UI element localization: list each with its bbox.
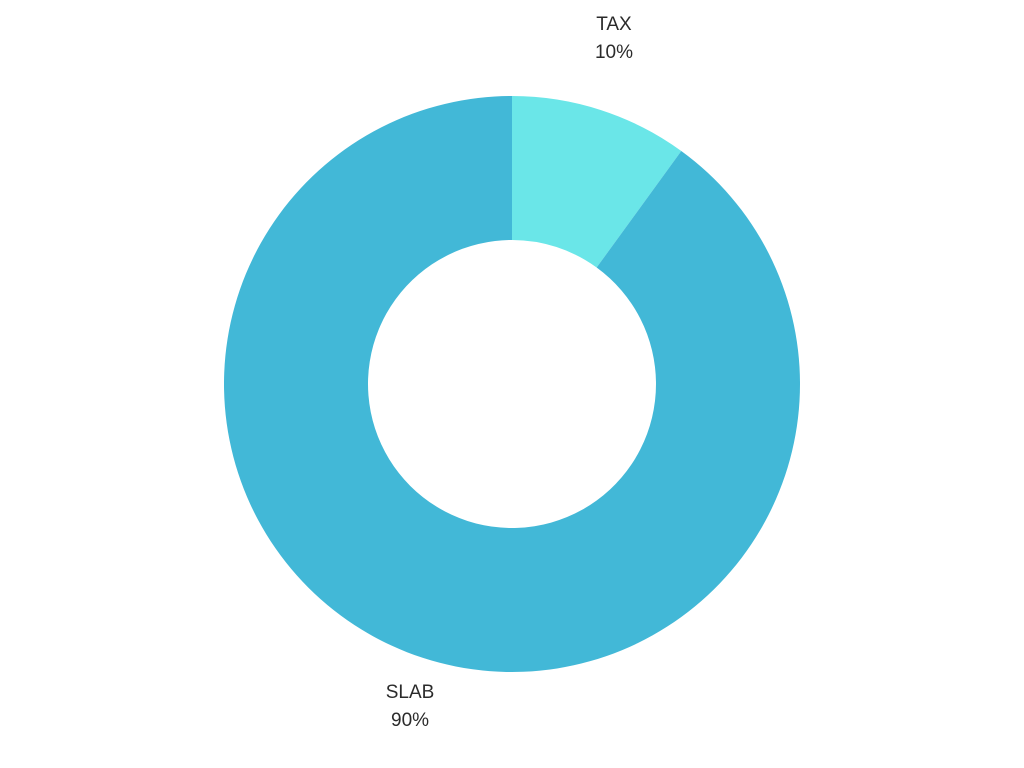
slice-slab <box>224 96 801 672</box>
labels-group: TAX 10% SLAB 90% <box>386 14 633 731</box>
slice-tax <box>512 96 682 268</box>
slice-label-tax: TAX <box>596 14 632 35</box>
slice-percent-slab: 90% <box>391 710 429 731</box>
slices-group <box>224 96 801 672</box>
slice-percent-tax: 10% <box>595 42 633 63</box>
slice-label-slab: SLAB <box>386 682 435 703</box>
